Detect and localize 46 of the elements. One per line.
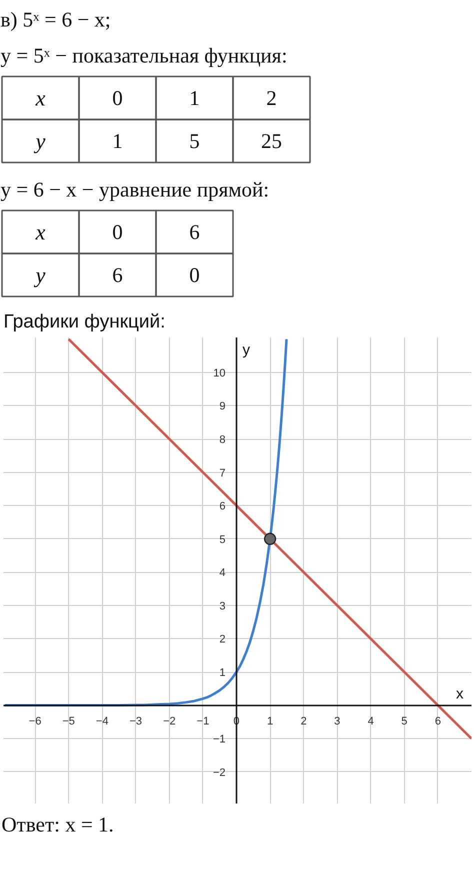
x-tick-label: −1 [196,715,210,728]
x-tick-label: 6 [434,715,441,728]
text: y [34,128,46,154]
y-tick-label: 7 [219,467,226,480]
y-tick-label: −2 [212,766,226,779]
x-axis-title: x [456,685,464,702]
y-tick-label: 5 [219,534,226,546]
x-tick-label: 4 [368,715,374,728]
x-tick-label: 5 [401,715,408,728]
text: 0 [112,86,123,110]
y-tick-label: 6 [219,500,226,513]
x-tick-label: −2 [163,715,176,728]
y-tick-label: 9 [219,400,226,413]
text: в) 5ˣ = 6 − x; [0,8,111,32]
text: 2 [266,86,277,110]
x-tick-label: 2 [300,715,307,728]
y-tick-label: 10 [213,367,226,380]
x-tick-label: 3 [334,715,340,728]
y-tick-label: 3 [219,600,226,612]
chart-title: Графики функций: [4,312,166,332]
y-tick-label: 4 [219,567,226,580]
x-tick-label: −4 [96,715,108,728]
y-tick-label: −1 [212,734,226,746]
text: y = 6 − x − уравнение прямой: [0,178,270,202]
text: 6 [189,220,200,244]
y-tick-label: 2 [219,634,226,646]
line-series [4,338,288,707]
text: x [34,86,46,110]
text: 1 [189,86,200,110]
text: 6 [112,263,123,287]
x-tick-label: −5 [62,715,75,728]
text: 0 [112,220,123,244]
text: 5 [189,129,200,153]
text: y [34,262,46,288]
x-tick-label: −6 [28,715,42,728]
text: y = 5ˣ − показательная функция: [0,44,288,68]
x-tick-label: −3 [130,715,142,728]
y-tick-label: 1 [219,667,226,680]
x-tick-label: 1 [267,715,274,728]
y-axis-title: y [242,342,250,358]
text: 1 [112,129,123,153]
text: 0 [189,263,200,287]
text: Ответ: x = 1. [2,812,114,836]
text: x [34,220,46,244]
text: 25 [261,129,282,153]
y-tick-label: 8 [219,434,226,446]
